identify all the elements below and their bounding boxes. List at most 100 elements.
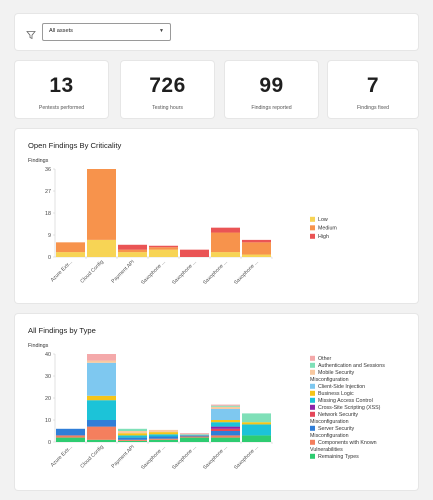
x-tick-label: Cloud Config	[79, 444, 105, 470]
legend-label: Components with Known	[318, 440, 377, 446]
bar-segment	[56, 437, 85, 442]
legend-swatch	[310, 233, 315, 239]
bar-segment	[242, 239, 271, 243]
legend-label: Other	[318, 356, 331, 362]
legend-swatch	[310, 453, 315, 459]
legend-label: Misconfiguration	[310, 433, 349, 439]
bar-segment	[242, 242, 271, 255]
stat-label: Findings reported	[251, 105, 292, 111]
y-tick-label: 40	[45, 352, 51, 358]
bar-segment	[242, 435, 271, 442]
bar-segment	[149, 432, 178, 435]
legend-swatch	[310, 397, 315, 403]
bar-segment	[180, 433, 209, 435]
bar-segment	[211, 232, 240, 253]
legend-label: Cross-Site Scripting (XSS)	[318, 405, 381, 411]
legend-label: Server Security	[318, 426, 355, 432]
asset-filter-value: All assets	[49, 28, 73, 34]
bar-segment	[242, 424, 271, 436]
legend-label: Remaining Types	[318, 454, 359, 460]
legend-label: Mobile Security	[318, 370, 355, 376]
legend-swatch	[310, 383, 315, 389]
filter-icon[interactable]	[26, 27, 36, 40]
legend-label: Misconfiguration	[310, 377, 349, 383]
y-tick-label: 30	[45, 374, 51, 380]
bar-segment	[118, 252, 147, 257]
legend-swatch	[310, 411, 315, 417]
bar-segment	[211, 406, 240, 409]
x-tick-label: Saxophone ...	[233, 259, 260, 286]
bar-segment	[56, 435, 85, 438]
bar-segment	[87, 239, 116, 257]
bar-segment	[149, 429, 178, 433]
bar-segment	[87, 439, 116, 442]
y-tick-label: 0	[48, 440, 51, 446]
bar-segment	[118, 440, 147, 442]
bar-segment	[87, 362, 116, 396]
x-tick-label: Saxophone ...	[140, 259, 167, 286]
bar-segment	[118, 428, 147, 431]
bar-segment	[180, 436, 209, 438]
stat-label: Pentests performed	[38, 105, 85, 111]
x-tick-label: Saxophone ...	[202, 259, 229, 286]
bar-segment	[87, 169, 116, 240]
bar-segment	[87, 400, 116, 420]
stat-card-pentests: 13 Pentests performed	[15, 61, 108, 118]
bar-segment	[56, 252, 85, 257]
legend-label: Missing Access Control	[318, 398, 373, 404]
x-tick-label: Azure Extr...	[50, 444, 74, 468]
bar-segment	[211, 428, 240, 431]
legend-swatch	[310, 439, 315, 445]
legend-swatch	[310, 390, 315, 396]
legend-swatch	[310, 369, 315, 375]
legend-swatch	[310, 355, 315, 361]
bar-segment	[118, 439, 147, 441]
bar-segment	[211, 422, 240, 427]
stat-card-findings-fixed: 7 Findings fixed	[328, 61, 418, 118]
x-tick-label: Payment API	[110, 259, 135, 284]
legend-label: High	[318, 234, 329, 240]
x-tick-label: Saxophone ...	[233, 444, 260, 471]
y-tick-label: 0	[48, 255, 51, 261]
y-tick-label: 9	[48, 233, 51, 239]
criticality-chart-card: Open Findings By Criticality Findings 0 9 1…	[15, 129, 418, 303]
type-chart: Findings 0 10 20 30 40 Azure Extr... Cloud Conf…	[28, 343, 385, 471]
y-tick-label: 36	[45, 167, 51, 173]
bar-segment	[118, 249, 147, 253]
bar-segment	[211, 409, 240, 420]
bar-segment	[87, 395, 116, 401]
bar-segment	[149, 434, 178, 437]
x-tick-label: Saxophone ...	[171, 259, 198, 286]
type-chart-card: All Findings by Type Findings 0 10 20 30 40 Az…	[15, 314, 418, 490]
stat-value: 13	[49, 74, 74, 97]
bar-segment	[242, 422, 271, 425]
bar-segment	[87, 354, 116, 361]
legend-swatch	[310, 216, 315, 222]
legend-label: Vulnerabilities	[310, 447, 343, 453]
bar-segment	[56, 428, 85, 436]
bar-segment	[149, 249, 178, 257]
bar-segment	[149, 245, 178, 248]
stat-card-findings-reported: 99 Findings reported	[225, 61, 318, 118]
bar-segment	[211, 404, 240, 406]
chart-title: All Findings by Type	[28, 326, 96, 335]
x-tick-label: Saxophone ...	[171, 444, 198, 471]
stat-value: 99	[259, 74, 284, 97]
legend-label: Misconfiguration	[310, 419, 349, 425]
bar-segment	[87, 420, 116, 427]
asset-filter-select[interactable]: All assets ▼	[42, 23, 171, 41]
bar-segment	[149, 247, 178, 250]
bar-segment	[180, 435, 209, 437]
x-tick-label: Cloud Config	[79, 259, 105, 285]
legend-label: Client-Side Injection	[318, 384, 365, 390]
stat-label: Findings fixed	[356, 105, 389, 111]
bar-segment	[242, 413, 271, 423]
bar-segment	[87, 426, 116, 440]
bar-segment	[87, 360, 116, 363]
bar-segment	[211, 431, 240, 436]
legend-label: Authentication and Sessions	[318, 363, 385, 369]
y-axis-label: Findings	[28, 343, 49, 349]
criticality-chart: Findings 0 9 18 27 36 Azure Extr... Cloud Confi…	[28, 158, 337, 286]
bar-segment	[56, 242, 85, 253]
legend-label: Medium	[318, 226, 337, 232]
